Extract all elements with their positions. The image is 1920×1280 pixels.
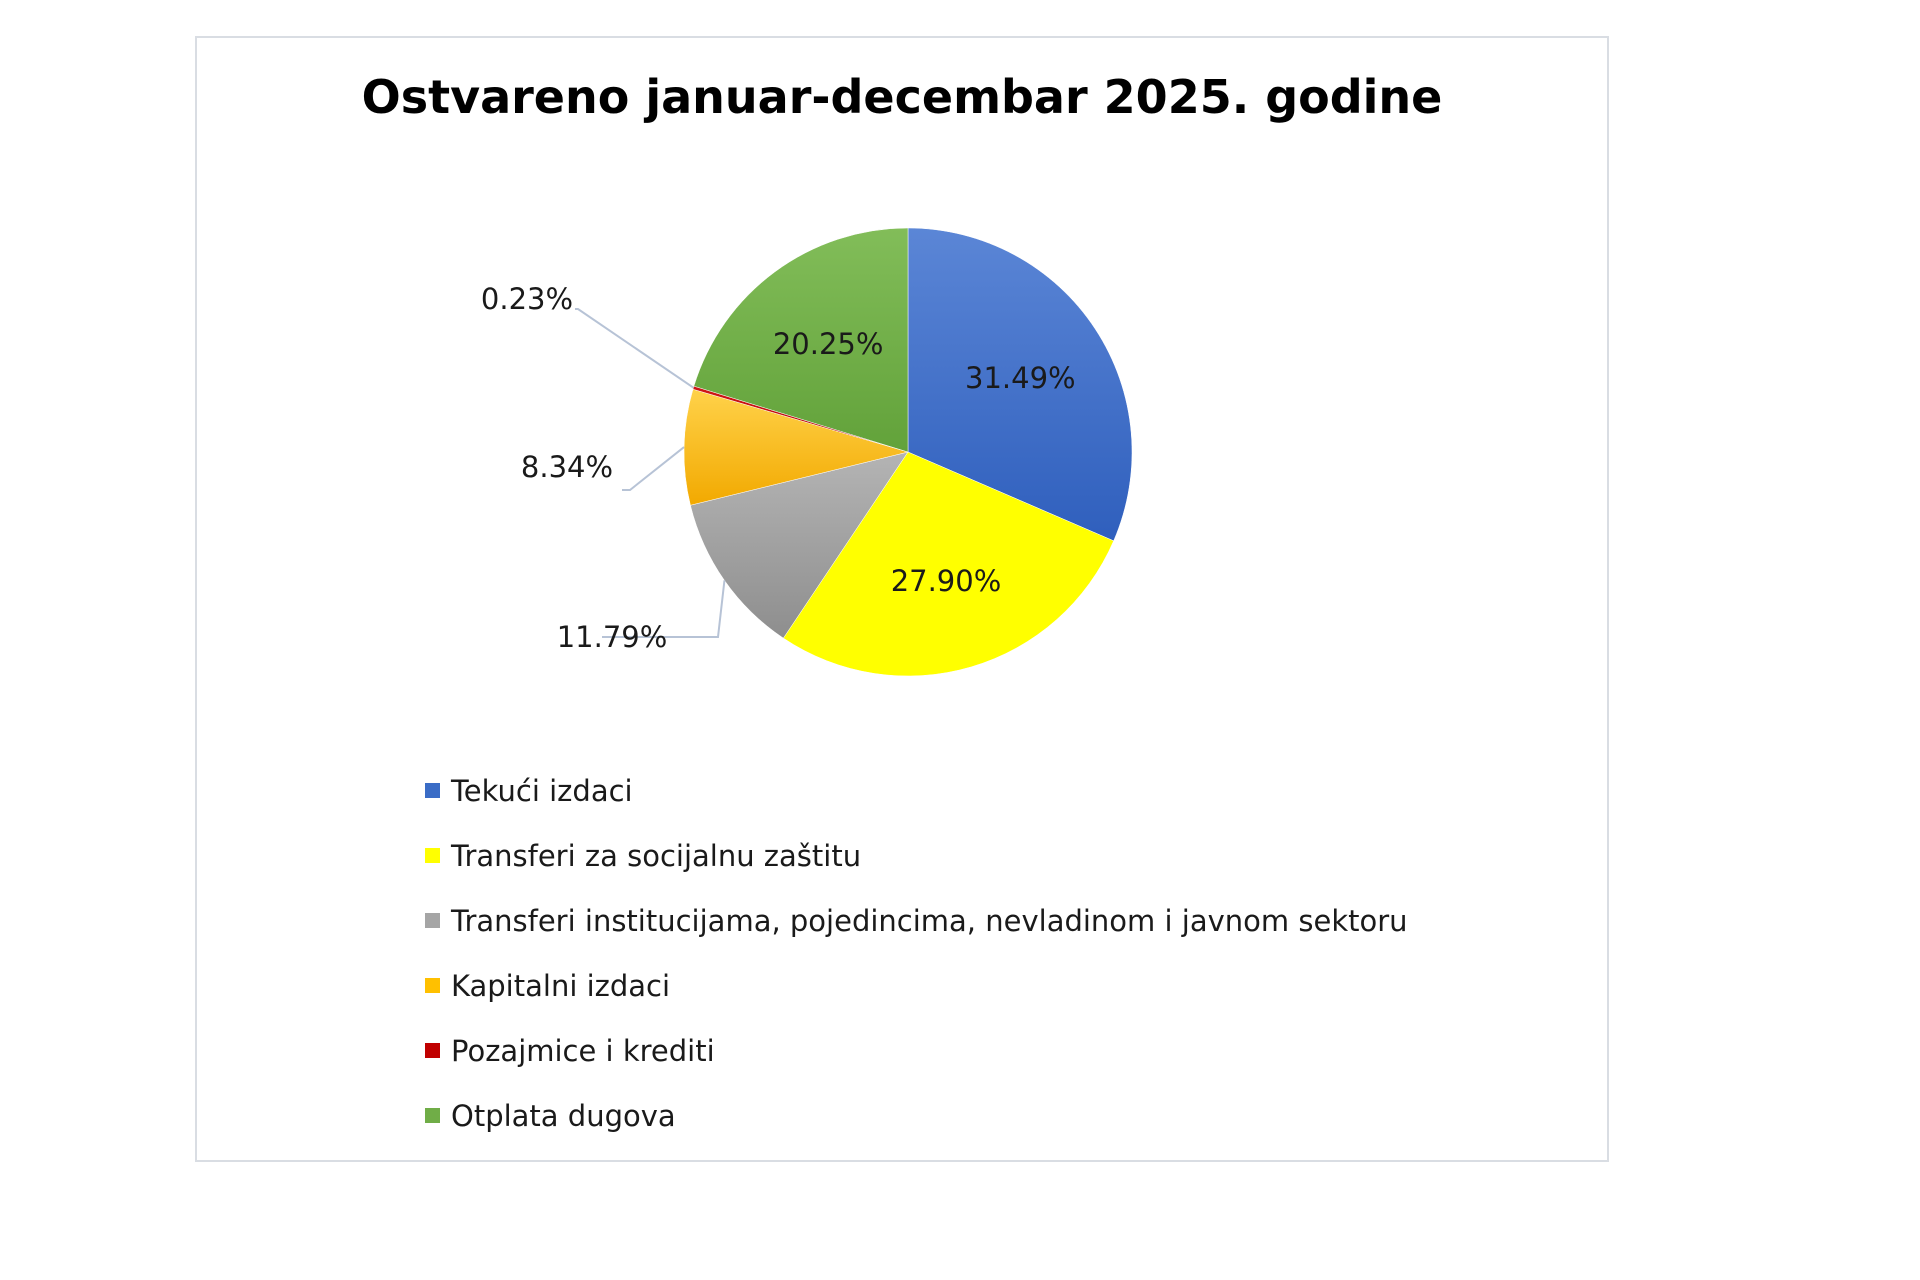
legend-item: Transferi institucijama, pojedincima, ne… bbox=[425, 888, 1525, 953]
slice-data-label: 8.34% bbox=[521, 450, 613, 484]
chart-title: Ostvareno januar-decembar 2025. godine bbox=[361, 70, 1443, 124]
legend-swatch bbox=[425, 783, 440, 798]
legend-swatch bbox=[425, 848, 440, 863]
legend-item: Kapitalni izdaci bbox=[425, 953, 1525, 1018]
pie-slice bbox=[783, 451, 1114, 677]
leader-line bbox=[575, 308, 694, 389]
legend-swatch bbox=[425, 1043, 440, 1058]
legend-swatch bbox=[425, 913, 440, 928]
legend-item: Pozajmice i krediti bbox=[425, 1018, 1525, 1083]
pie-slice bbox=[907, 227, 1133, 542]
legend-label: Kapitalni izdaci bbox=[451, 968, 671, 1003]
legend-swatch bbox=[425, 1108, 440, 1123]
legend-item: Tekući izdaci bbox=[425, 758, 1525, 823]
legend-label: Pozajmice i krediti bbox=[451, 1033, 715, 1068]
slice-data-label: 31.49% bbox=[965, 361, 1076, 395]
slice-data-label: 20.25% bbox=[773, 327, 884, 361]
legend-label: Transferi institucijama, pojedincima, ne… bbox=[451, 903, 1408, 938]
legend-item: Transferi za socijalnu zaštitu bbox=[425, 823, 1525, 888]
slice-data-label: 27.90% bbox=[891, 564, 1002, 598]
slice-data-label: 11.79% bbox=[557, 620, 668, 654]
chart-legend: Tekući izdaci Transferi za socijalnu zašt… bbox=[425, 758, 1525, 1148]
leader-line bbox=[602, 580, 726, 638]
pie-slice bbox=[693, 227, 909, 453]
leader-line bbox=[622, 446, 685, 491]
legend-item: Otplata dugova bbox=[425, 1083, 1525, 1148]
slice-data-label: 0.23% bbox=[481, 282, 573, 316]
legend-label: Transferi za socijalnu zaštitu bbox=[451, 838, 862, 873]
legend-swatch bbox=[425, 978, 440, 993]
legend-label: Otplata dugova bbox=[451, 1098, 676, 1133]
legend-label: Tekući izdaci bbox=[451, 773, 633, 808]
